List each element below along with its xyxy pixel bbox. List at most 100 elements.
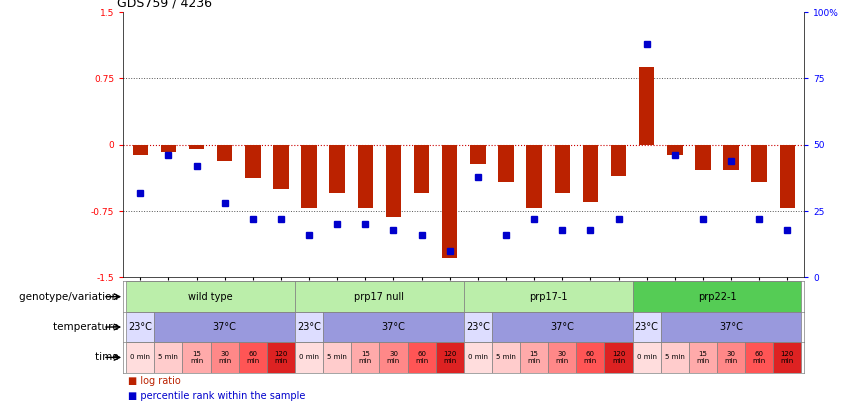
Text: 0 min: 0 min: [299, 354, 319, 360]
Text: 5 min: 5 min: [328, 354, 347, 360]
Bar: [273, 145, 288, 189]
Bar: [442, 145, 458, 258]
Bar: [751, 145, 767, 182]
Text: 15
min: 15 min: [528, 351, 540, 364]
Text: ■ log ratio: ■ log ratio: [128, 375, 180, 386]
Text: 0 min: 0 min: [637, 354, 657, 360]
Bar: [182, 342, 210, 373]
Text: prp22-1: prp22-1: [698, 292, 736, 302]
Bar: [723, 145, 739, 170]
Text: 5 min: 5 min: [158, 354, 179, 360]
Text: 60
min: 60 min: [246, 351, 260, 364]
Bar: [632, 281, 802, 312]
Bar: [774, 342, 802, 373]
Bar: [323, 342, 351, 373]
Text: 37°C: 37°C: [213, 322, 237, 332]
Text: 120
min: 120 min: [274, 351, 288, 364]
Bar: [667, 145, 683, 156]
Text: 5 min: 5 min: [665, 354, 685, 360]
Text: 15
min: 15 min: [359, 351, 372, 364]
Bar: [301, 145, 317, 209]
Text: 15
min: 15 min: [696, 351, 710, 364]
Bar: [492, 342, 520, 373]
Text: 0 min: 0 min: [130, 354, 151, 360]
Text: 30
min: 30 min: [556, 351, 568, 364]
Bar: [470, 145, 486, 164]
Bar: [189, 145, 204, 149]
Bar: [464, 281, 632, 312]
Bar: [245, 145, 260, 178]
Bar: [745, 342, 774, 373]
Bar: [161, 145, 176, 152]
Bar: [267, 342, 295, 373]
Bar: [154, 342, 182, 373]
Text: 15
min: 15 min: [190, 351, 203, 364]
Bar: [611, 145, 626, 176]
Bar: [464, 342, 492, 373]
Text: 60
min: 60 min: [415, 351, 428, 364]
Bar: [295, 342, 323, 373]
Bar: [436, 342, 464, 373]
Bar: [527, 145, 542, 209]
Text: prp17 null: prp17 null: [354, 292, 404, 302]
Text: 37°C: 37°C: [719, 322, 743, 332]
Bar: [464, 312, 492, 342]
Text: 5 min: 5 min: [496, 354, 516, 360]
Bar: [380, 342, 408, 373]
Bar: [548, 342, 576, 373]
Text: time: time: [94, 352, 122, 362]
Bar: [717, 342, 745, 373]
Bar: [632, 312, 660, 342]
Bar: [295, 312, 323, 342]
Bar: [126, 312, 154, 342]
Text: 37°C: 37°C: [551, 322, 574, 332]
Text: 30
min: 30 min: [724, 351, 738, 364]
Bar: [583, 145, 598, 202]
Bar: [688, 342, 717, 373]
Bar: [660, 342, 688, 373]
Text: 60
min: 60 min: [584, 351, 597, 364]
Text: 30
min: 30 min: [387, 351, 400, 364]
Bar: [329, 145, 345, 194]
Bar: [386, 145, 401, 217]
Bar: [632, 342, 660, 373]
Text: 23°C: 23°C: [635, 322, 659, 332]
Bar: [576, 342, 604, 373]
Bar: [126, 281, 295, 312]
Bar: [695, 145, 711, 170]
Text: prp17-1: prp17-1: [529, 292, 568, 302]
Bar: [126, 342, 154, 373]
Text: GDS759 / 4236: GDS759 / 4236: [117, 0, 212, 10]
Bar: [217, 145, 232, 161]
Bar: [239, 342, 267, 373]
Bar: [639, 67, 654, 145]
Bar: [520, 342, 548, 373]
Text: ■ percentile rank within the sample: ■ percentile rank within the sample: [128, 391, 305, 401]
Text: 30
min: 30 min: [218, 351, 231, 364]
Bar: [492, 312, 632, 342]
Bar: [323, 312, 464, 342]
Text: 37°C: 37°C: [381, 322, 405, 332]
Bar: [660, 312, 802, 342]
Bar: [604, 342, 632, 373]
Text: 23°C: 23°C: [466, 322, 490, 332]
Bar: [555, 145, 570, 194]
Text: temperature: temperature: [53, 322, 122, 332]
Text: 0 min: 0 min: [468, 354, 488, 360]
Text: wild type: wild type: [188, 292, 233, 302]
Text: genotype/variation: genotype/variation: [20, 292, 122, 302]
Text: 120
min: 120 min: [780, 351, 794, 364]
Text: 120
min: 120 min: [612, 351, 625, 364]
Bar: [498, 145, 514, 182]
Bar: [351, 342, 380, 373]
Bar: [295, 281, 464, 312]
Bar: [414, 145, 430, 194]
Bar: [154, 312, 295, 342]
Bar: [210, 342, 239, 373]
Bar: [408, 342, 436, 373]
Bar: [780, 145, 795, 209]
Bar: [357, 145, 373, 209]
Text: 23°C: 23°C: [129, 322, 152, 332]
Text: 60
min: 60 min: [752, 351, 766, 364]
Text: 23°C: 23°C: [297, 322, 321, 332]
